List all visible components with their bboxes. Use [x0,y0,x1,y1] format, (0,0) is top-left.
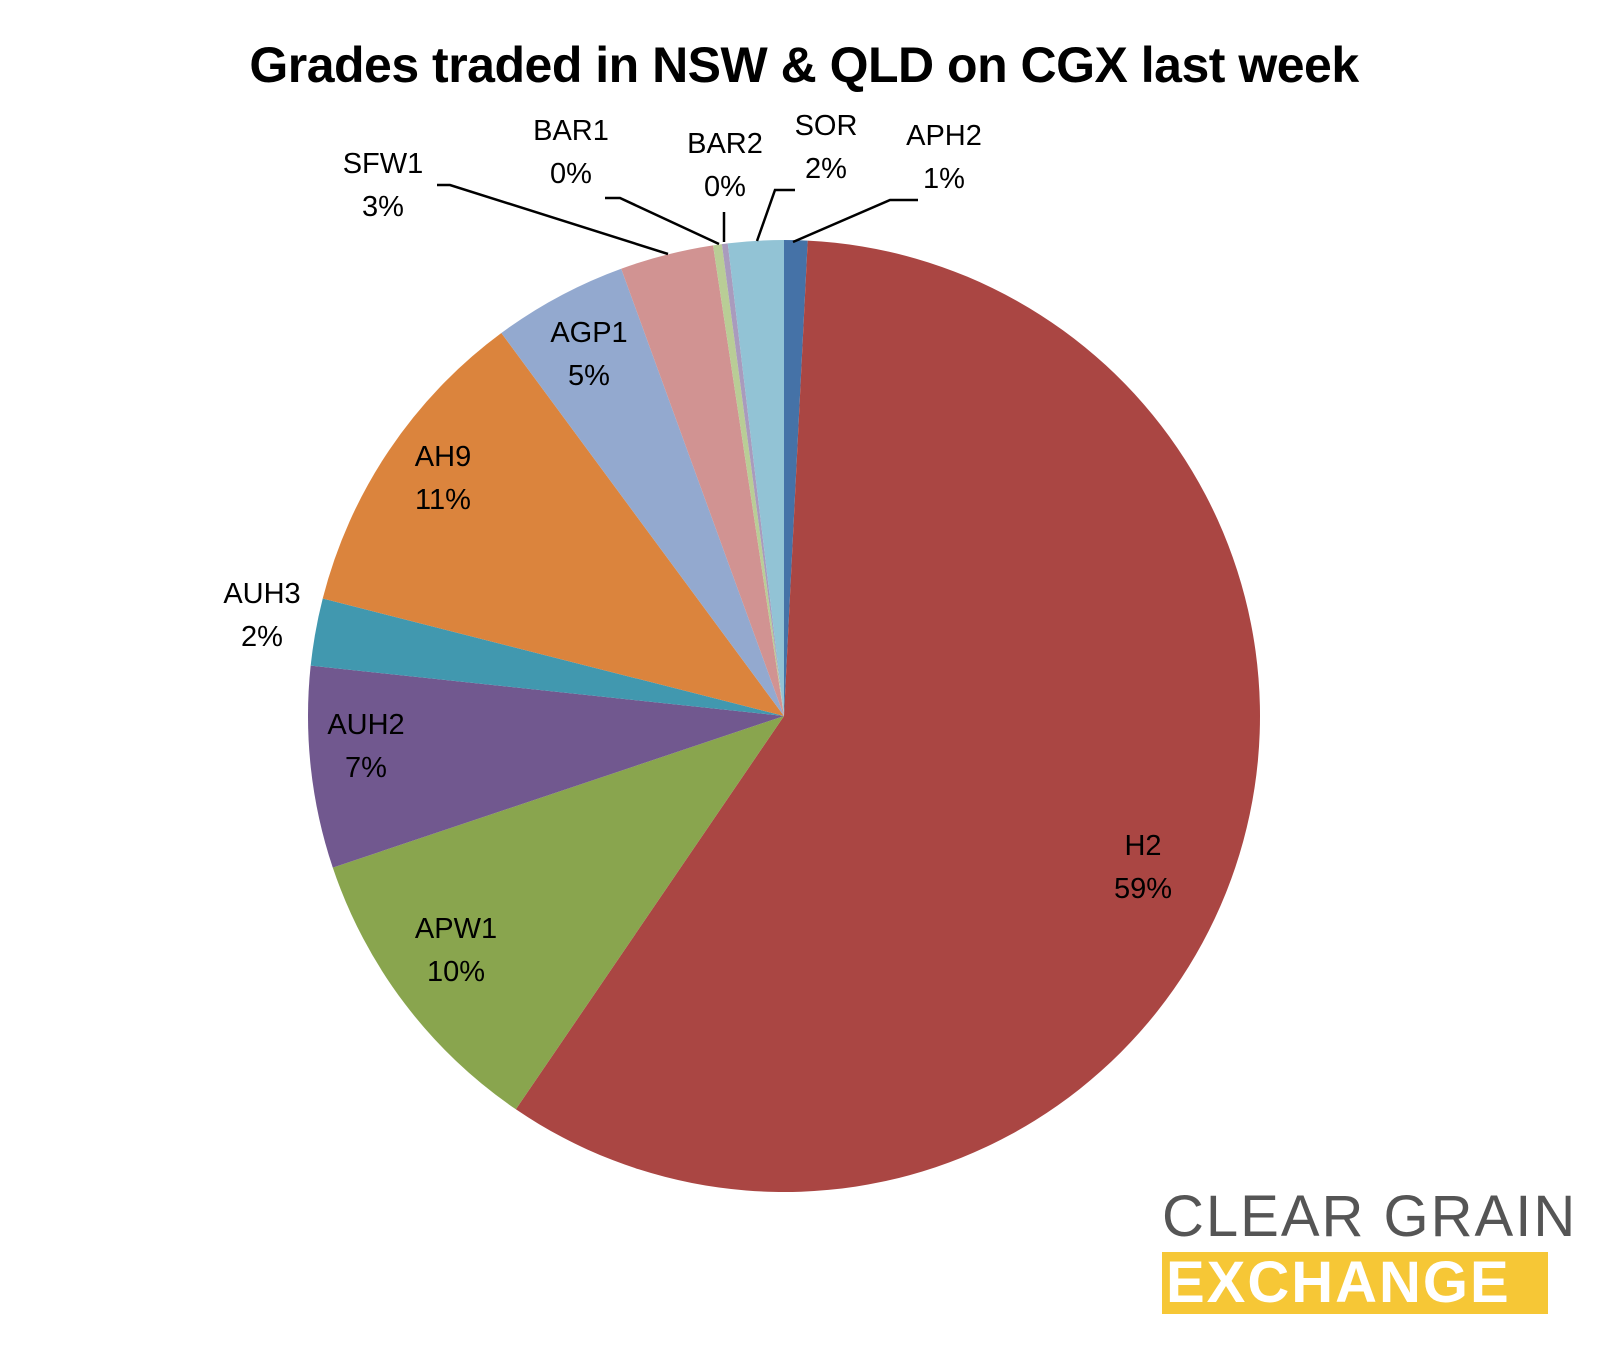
pie-slice-sor [727,240,784,716]
slice-label-bar2: BAR2 [687,128,763,160]
pie-slice-ah9 [322,333,784,716]
slice-percent-ah9: 11% [415,484,471,516]
slice-percent-bar1: 0% [550,158,592,190]
slice-percent-auh2: 7% [345,752,387,784]
leader-line-sfw1 [437,183,669,256]
slice-labels: APH2 1% H2 59% APW1 10% AUH2 7% AUH3 2% AH9 11% AGP1… [223,110,1172,988]
slice-percent-auh3: 2% [241,621,283,653]
slice-percent-aph2: 1% [923,163,965,195]
slice-label-bar1: BAR1 [533,115,609,147]
chart-title: Grades traded in NSW & QLD on CGX last w… [249,37,1359,93]
pie-slice-aph2 [784,240,808,716]
leader-line-aph2 [792,198,918,244]
slice-label-apw1: APW1 [415,913,497,945]
pie-slice-sfw1 [621,245,784,716]
slice-label-sor: SOR [795,110,858,142]
logo-text-line1: CLEAR GRAIN [1162,1184,1578,1249]
pie-slice-bar1 [713,244,784,716]
slice-label-aph2: APH2 [906,120,982,152]
slice-label-sfw1: SFW1 [343,148,424,180]
slice-percent-agp1: 5% [568,360,610,392]
slice-label-auh2: AUH2 [327,709,404,741]
slice-percent-h2: 59% [1114,873,1172,905]
slice-label-auh3: AUH3 [223,578,300,610]
leader-line-sor [755,188,795,242]
clear-grain-exchange-logo: CLEAR GRAIN EXCHANGE [1162,1184,1578,1314]
slice-percent-apw1: 10% [427,956,485,988]
slice-percent-bar2: 0% [704,171,746,203]
pie-slice-auh2 [308,665,784,868]
slice-label-agp1: AGP1 [550,317,627,349]
leader-line-bar1 [605,196,720,246]
logo-text-line2: EXCHANGE [1162,1252,1548,1314]
pie-slice-bar2 [721,243,784,716]
pie-slices [308,240,1261,1193]
slice-label-h2: H2 [1124,830,1161,862]
pie-slice-h2 [515,240,1261,1193]
slice-label-ah9: AH9 [415,441,471,473]
pie-slice-agp1 [501,268,784,716]
leader-lines [437,183,918,256]
pie-slice-auh3 [310,598,784,716]
slice-percent-sfw1: 3% [362,191,404,223]
pie-slice-apw1 [332,716,784,1110]
slice-percent-sor: 2% [805,153,847,185]
